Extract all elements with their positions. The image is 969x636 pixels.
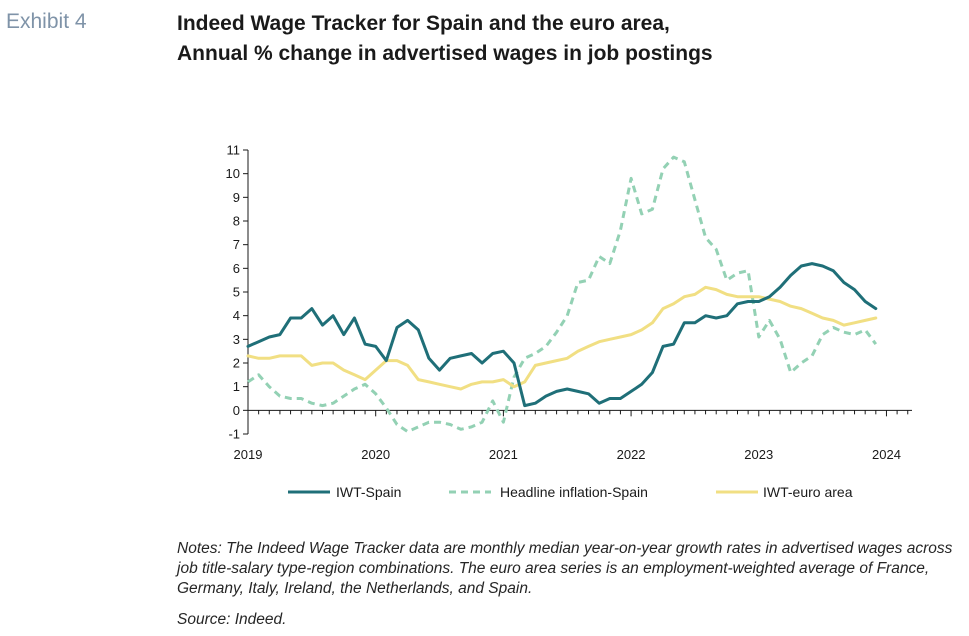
chart-notes: Notes: The Indeed Wage Tracker data are … xyxy=(177,540,953,597)
chart-source: Source: Indeed. xyxy=(177,611,287,628)
y-tick-label: 0 xyxy=(233,403,240,418)
y-tick-label: 9 xyxy=(233,190,240,205)
exhibit-label: Exhibit 4 xyxy=(6,10,87,33)
legend-label-iwt-euro-area: IWT-euro area xyxy=(763,484,853,500)
y-tick-label: 10 xyxy=(226,166,240,181)
chart-title: Indeed Wage Tracker for Spain and the eu… xyxy=(177,9,957,69)
y-tick-label: 4 xyxy=(233,308,240,323)
y-tick-label: 7 xyxy=(233,237,240,252)
y-tick-label: 3 xyxy=(233,332,240,347)
x-tick-label: 2021 xyxy=(489,447,518,462)
line-chart: -1 0 1 2 3 4 5 6 7 8 9 10 11 2019 2020 2021 2022 2023 2024… xyxy=(226,143,912,500)
y-tick-label: -1 xyxy=(228,427,240,442)
chart-title-line-2: Annual % change in advertised wages in j… xyxy=(177,42,713,65)
series-line-headline-inflation-spain xyxy=(247,155,878,434)
x-tick-label: 2023 xyxy=(744,447,773,462)
y-tick-label: 1 xyxy=(233,379,240,394)
x-tick-label: 2020 xyxy=(361,447,390,462)
legend-label-iwt-spain: IWT-Spain xyxy=(336,484,401,500)
y-tick-label: 2 xyxy=(233,356,240,371)
series-layer xyxy=(246,155,878,434)
y-tick-label: 11 xyxy=(227,143,241,158)
chart-title-line-1: Indeed Wage Tracker for Spain and the eu… xyxy=(177,12,670,35)
legend: IWT-Spain Headline inflation-Spain IWT-eur… xyxy=(288,484,853,500)
legend-label-headline-inflation-spain: Headline inflation-Spain xyxy=(500,484,648,500)
x-tick-label: 2024 xyxy=(872,447,901,462)
axes-layer: -1 0 1 2 3 4 5 6 7 8 9 10 11 2019 2020 2021 2022 2023 2024 xyxy=(226,143,912,462)
series-line-iwt-spain xyxy=(246,262,878,408)
y-tick-label: 6 xyxy=(233,261,240,276)
x-tick-label: 2022 xyxy=(617,447,646,462)
y-tick-label: 5 xyxy=(233,285,240,300)
x-tick-label: 2019 xyxy=(234,447,263,462)
series-line-iwt-euro-area xyxy=(246,285,878,391)
y-tick-label: 8 xyxy=(233,214,240,229)
